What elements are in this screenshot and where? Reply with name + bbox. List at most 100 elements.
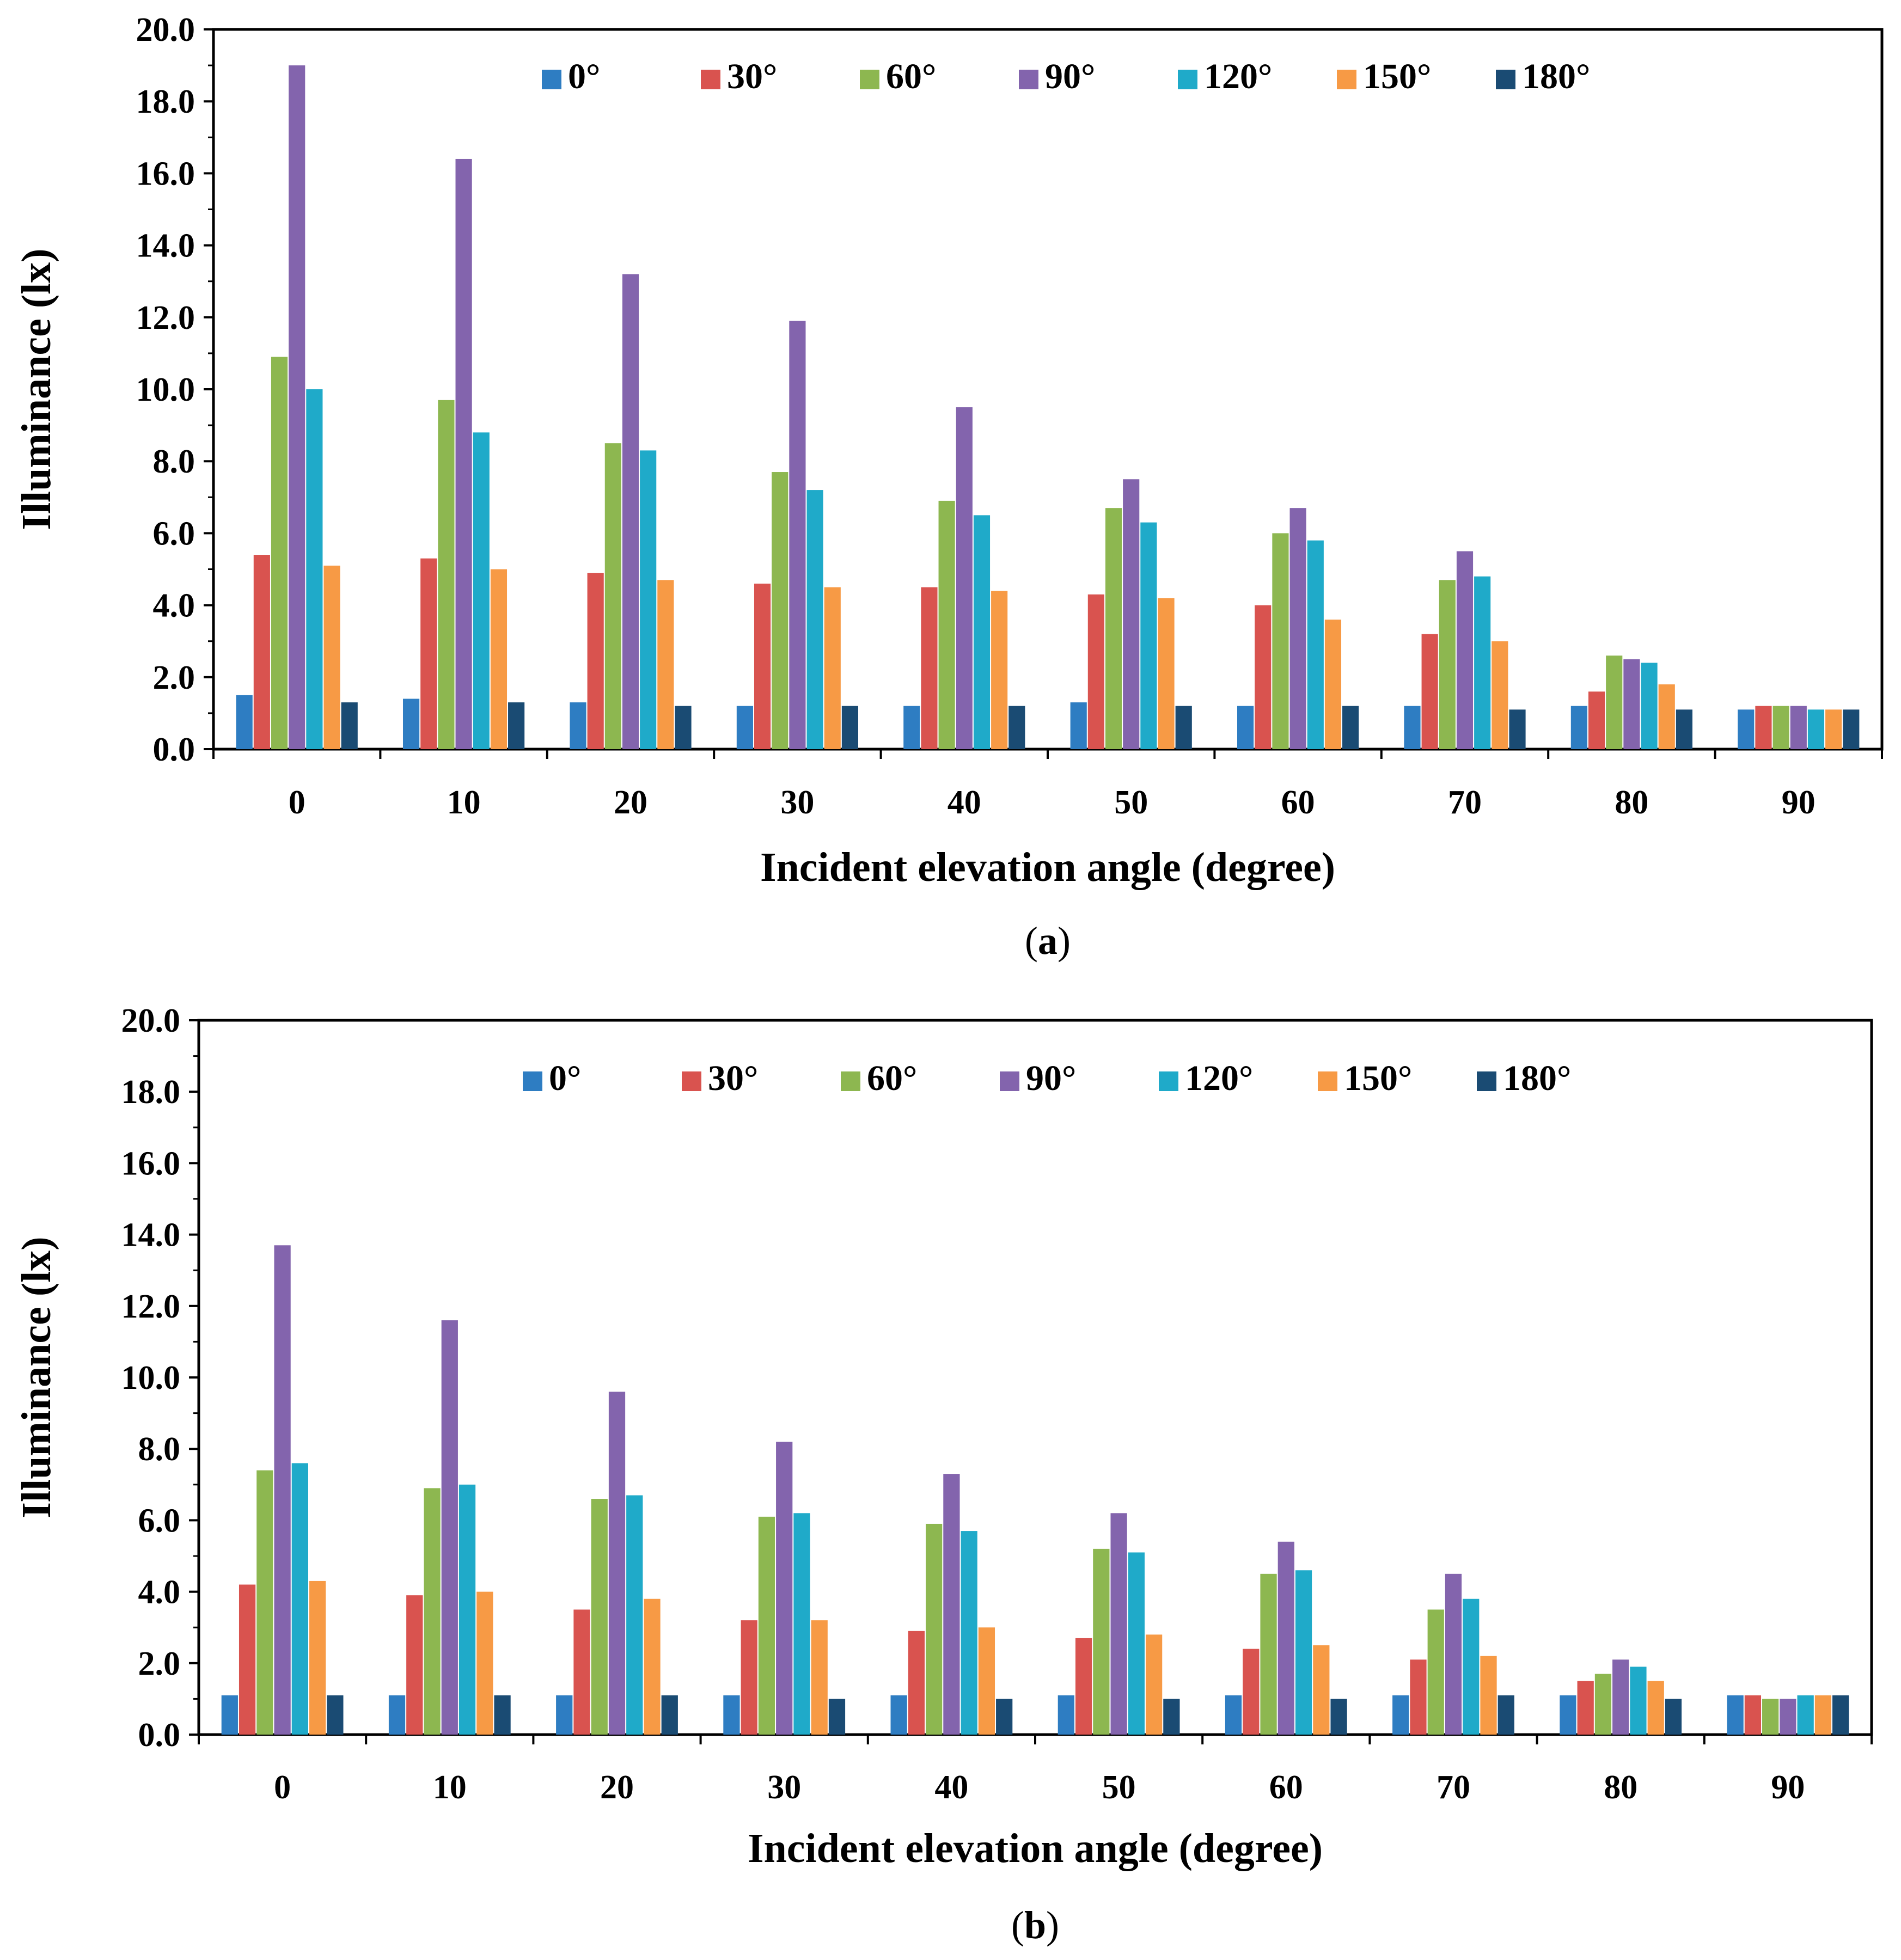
y-tick-label: 14.0: [136, 228, 195, 265]
bar: [1797, 1695, 1814, 1735]
x-tick-label: 20: [614, 784, 647, 821]
y-tick-label: 16.0: [121, 1145, 181, 1182]
y-tick-label: 20.0: [136, 11, 195, 48]
bar: [1145, 1634, 1163, 1735]
bar: [1175, 706, 1192, 749]
bar: [1474, 576, 1491, 749]
bar: [341, 702, 358, 749]
legend-entry: 180°: [1477, 1058, 1571, 1098]
bar: [402, 699, 420, 749]
bar: [1676, 709, 1693, 749]
bar: [1738, 709, 1755, 749]
legend-swatch: [841, 1071, 860, 1091]
y-tick-label: 2.0: [138, 1645, 181, 1682]
bar: [828, 1699, 846, 1735]
bar: [1594, 1674, 1612, 1735]
y-tick-label: 16.0: [136, 155, 195, 192]
x-tick-label: 80: [1615, 784, 1648, 821]
bar: [806, 490, 823, 749]
bar: [1762, 1699, 1779, 1735]
legend-entry: 150°: [1337, 57, 1431, 96]
bar: [1439, 580, 1456, 749]
legend-label: 90°: [1045, 57, 1095, 96]
bar: [1260, 1573, 1277, 1735]
x-tick-label: 50: [1102, 1769, 1136, 1806]
bar: [1093, 1548, 1110, 1735]
bar: [508, 702, 525, 749]
bar: [741, 1620, 757, 1735]
legend-entry: 120°: [1159, 1058, 1253, 1098]
bar: [1105, 508, 1122, 749]
bar: [556, 1695, 573, 1735]
legend-swatch: [1496, 70, 1515, 89]
bar: [723, 1695, 740, 1735]
legend-label: 180°: [1503, 1058, 1571, 1098]
bar: [1790, 706, 1807, 749]
legend-entry: 0°: [542, 57, 600, 96]
y-tick-label: 8.0: [138, 1431, 181, 1468]
bar: [1058, 1695, 1074, 1735]
bar: [570, 702, 586, 749]
bar: [1158, 598, 1175, 749]
x-tick-label: 30: [780, 784, 814, 821]
bar: [675, 706, 692, 749]
legend-label: 120°: [1185, 1058, 1253, 1098]
y-tick-label: 10.0: [136, 371, 195, 408]
bar: [459, 1484, 476, 1735]
legend-entry: 120°: [1178, 57, 1272, 96]
legend-label: 180°: [1522, 57, 1590, 96]
legend-label: 0°: [549, 1058, 581, 1098]
y-tick-label: 18.0: [136, 83, 195, 120]
x-tick-label: 90: [1782, 784, 1816, 821]
legend-swatch: [523, 1071, 542, 1091]
bar: [1456, 551, 1474, 749]
bar: [1075, 1638, 1092, 1735]
y-tick-label: 8.0: [153, 443, 195, 480]
y-tick-label: 14.0: [121, 1217, 181, 1254]
bar: [1295, 1570, 1312, 1735]
y-axis-title: Illuminance (lx): [14, 1236, 59, 1518]
bar: [420, 558, 437, 749]
bar: [1237, 706, 1254, 749]
legend-label: 60°: [867, 1058, 917, 1098]
chart-panel-a: 0.0 2.0 4.0 6.0 8.0 10.0 12.0 14.0 16.0 18.0 20.0 0…: [14, 11, 1884, 963]
bar: [490, 569, 508, 749]
bar: [1560, 1695, 1576, 1735]
bar: [1342, 706, 1359, 749]
bar: [494, 1695, 511, 1735]
x-axis-title: Incident elevation angle (degree): [748, 1826, 1323, 1871]
bar: [938, 500, 955, 749]
bar: [1421, 634, 1438, 749]
bar: [1070, 702, 1087, 749]
bar: [1110, 1513, 1127, 1735]
bar: [476, 1591, 493, 1735]
bar: [424, 1488, 441, 1735]
bar: [573, 1609, 590, 1735]
bar: [1272, 533, 1289, 749]
bar: [1606, 656, 1623, 749]
legend-entry: 60°: [860, 57, 936, 96]
y-tick-label: 4.0: [138, 1574, 181, 1611]
x-tick-label: 70: [1437, 1769, 1470, 1806]
y-tick-label: 0.0: [138, 1717, 181, 1754]
chart-panel-b: 0.0 2.0 4.0 6.0 8.0 10.0 12.0 14.0 16.0 18.0 20.0 0…: [14, 1002, 1873, 1947]
bar: [1463, 1598, 1480, 1735]
bar: [622, 274, 639, 750]
bar: [1612, 1659, 1629, 1735]
legend-label: 90°: [1026, 1058, 1076, 1098]
x-tick-label: 60: [1281, 784, 1315, 821]
bar: [1255, 605, 1272, 749]
bar: [789, 321, 806, 749]
legend-entry: 30°: [701, 57, 777, 96]
y-tick-label: 20.0: [121, 1002, 181, 1039]
bar: [841, 706, 859, 749]
bar: [1772, 706, 1789, 749]
bar: [1630, 1667, 1647, 1735]
x-axis-title: Incident elevation angle (degree): [760, 844, 1335, 890]
legend-entry: 0°: [523, 1058, 581, 1098]
bar: [626, 1495, 643, 1735]
bar: [1744, 1695, 1762, 1735]
legend-swatch: [1337, 70, 1356, 89]
y-tick-label: 4.0: [153, 587, 195, 624]
